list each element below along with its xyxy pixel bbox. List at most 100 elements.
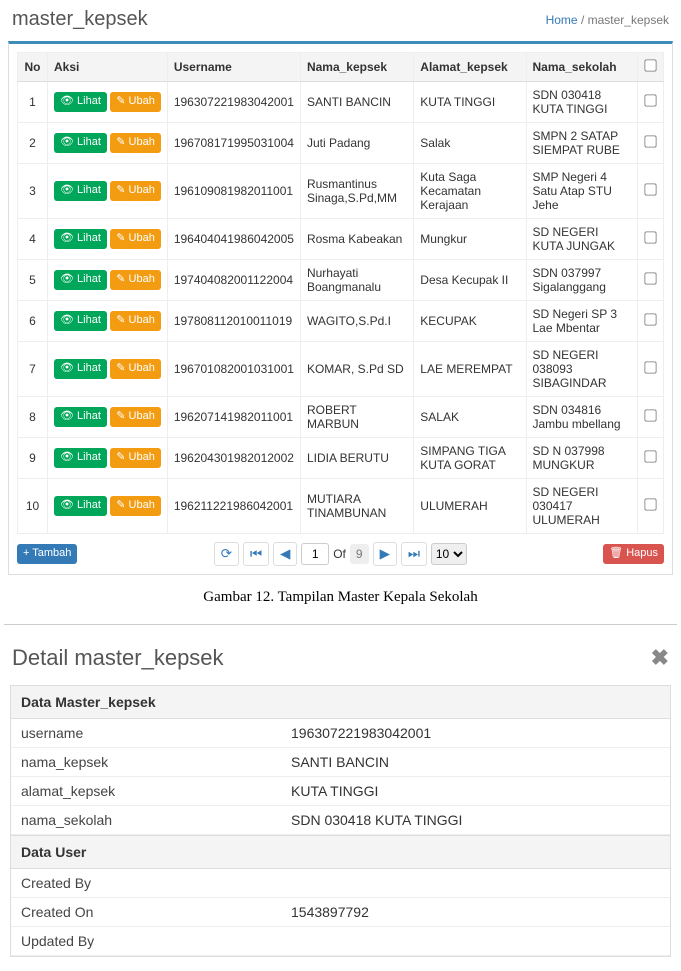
page-number-input[interactable] [301, 543, 329, 565]
cell-no: 5 [18, 260, 48, 301]
select-all-checkbox[interactable] [644, 59, 656, 71]
plus-icon: + [23, 547, 32, 559]
next-page-button[interactable]: ▶ [373, 542, 397, 566]
col-nama-kepsek[interactable]: Nama_kepsek [300, 53, 413, 82]
refresh-button[interactable]: ⟳ [214, 542, 239, 566]
detail-row-created-by: Created By [11, 869, 670, 898]
pencil-icon: ✎ [116, 232, 128, 244]
ubah-button[interactable]: ✎ Ubah [110, 133, 161, 152]
ubah-button[interactable]: ✎ Ubah [110, 270, 161, 289]
lihat-button[interactable]: 👁 Lihat [54, 448, 107, 467]
cell-aksi: 👁 Lihat ✎ Ubah [48, 301, 168, 342]
lihat-button[interactable]: 👁 Lihat [54, 270, 107, 289]
ubah-button[interactable]: ✎ Ubah [110, 92, 161, 111]
lihat-button[interactable]: 👁 Lihat [54, 229, 107, 248]
page-of-label: Of [333, 547, 346, 561]
cell-no: 9 [18, 438, 48, 479]
cell-nama-sekolah: SMPN 2 SATAP SIEMPAT RUBE [526, 123, 638, 164]
row-checkbox[interactable] [644, 361, 656, 373]
pencil-icon: ✎ [116, 314, 128, 326]
data-panel: No Aksi Username Nama_kepsek Alamat_keps… [8, 41, 673, 575]
prev-page-button[interactable]: ◀ [273, 542, 297, 566]
cell-aksi: 👁 Lihat ✎ Ubah [48, 397, 168, 438]
first-page-button[interactable]: ⏮ [243, 542, 269, 566]
lihat-button[interactable]: 👁 Lihat [54, 92, 107, 111]
cell-nama-kepsek: Juti Padang [300, 123, 413, 164]
cell-username: 196404041986042005 [167, 219, 300, 260]
ubah-button[interactable]: ✎ Ubah [110, 311, 161, 330]
row-checkbox[interactable] [644, 94, 656, 106]
cell-checkbox [638, 301, 664, 342]
detail-row-created-on: Created On 1543897792 [11, 898, 670, 927]
cell-aksi: 👁 Lihat ✎ Ubah [48, 342, 168, 397]
ubah-button[interactable]: ✎ Ubah [110, 407, 161, 426]
ubah-button[interactable]: ✎ Ubah [110, 359, 161, 378]
cell-no: 1 [18, 82, 48, 123]
col-alamat-kepsek[interactable]: Alamat_kepsek [414, 53, 526, 82]
detail-row-nama-kepsek: nama_kepsek SANTI BANCIN [11, 748, 670, 777]
col-aksi[interactable]: Aksi [48, 53, 168, 82]
ubah-button[interactable]: ✎ Ubah [110, 448, 161, 467]
lihat-button[interactable]: 👁 Lihat [54, 359, 107, 378]
cell-nama-kepsek: LIDIA BERUTU [300, 438, 413, 479]
cell-nama-sekolah: SD N 037998 MUNGKUR [526, 438, 638, 479]
detail-val: SANTI BANCIN [291, 754, 660, 770]
close-icon[interactable]: ✖ [651, 645, 669, 671]
cell-checkbox [638, 479, 664, 534]
hapus-button[interactable]: 🗑 Hapus [603, 544, 664, 563]
pager: ⟳ ⏮ ◀ Of 9 ▶ ⏭ 10 [214, 542, 467, 566]
cell-aksi: 👁 Lihat ✎ Ubah [48, 479, 168, 534]
detail-val [291, 875, 660, 891]
cell-nama-sekolah: SDN 030418 KUTA TINGGI [526, 82, 638, 123]
cell-checkbox [638, 397, 664, 438]
col-nama-sekolah[interactable]: Nama_sekolah [526, 53, 638, 82]
last-page-button[interactable]: ⏭ [401, 542, 427, 566]
cell-alamat-kepsek: Desa Kecupak II [414, 260, 526, 301]
detail-val: SDN 030418 KUTA TINGGI [291, 812, 660, 828]
cell-alamat-kepsek: ULUMERAH [414, 479, 526, 534]
lihat-button[interactable]: 👁 Lihat [54, 311, 107, 330]
cell-alamat-kepsek: SIMPANG TIGA KUTA GORAT [414, 438, 526, 479]
pencil-icon: ✎ [116, 273, 128, 285]
ubah-button[interactable]: ✎ Ubah [110, 496, 161, 515]
detail-section: Detail master_kepsek ✖ Data Master_kepse… [0, 625, 681, 971]
detail-val [291, 933, 660, 949]
cell-checkbox [638, 82, 664, 123]
cell-nama-sekolah: SDN 037997 Sigalanggang [526, 260, 638, 301]
cell-no: 7 [18, 342, 48, 397]
breadcrumb-home-link[interactable]: Home [546, 13, 578, 27]
lihat-button[interactable]: 👁 Lihat [54, 133, 107, 152]
row-checkbox[interactable] [644, 231, 656, 243]
row-checkbox[interactable] [644, 409, 656, 421]
cell-no: 4 [18, 219, 48, 260]
lihat-button[interactable]: 👁 Lihat [54, 496, 107, 515]
col-username[interactable]: Username [167, 53, 300, 82]
row-checkbox[interactable] [644, 272, 656, 284]
cell-alamat-kepsek: SALAK [414, 397, 526, 438]
ubah-button[interactable]: ✎ Ubah [110, 229, 161, 248]
cell-checkbox [638, 164, 664, 219]
row-checkbox[interactable] [644, 498, 656, 510]
lihat-button[interactable]: 👁 Lihat [54, 181, 107, 200]
row-checkbox[interactable] [644, 313, 656, 325]
lihat-button[interactable]: 👁 Lihat [54, 407, 107, 426]
cell-aksi: 👁 Lihat ✎ Ubah [48, 123, 168, 164]
detail-key: username [21, 725, 291, 741]
ubah-button[interactable]: ✎ Ubah [110, 181, 161, 200]
eye-icon: 👁 [60, 273, 77, 285]
table-row: 6👁 Lihat ✎ Ubah197808112010011019WAGITO,… [18, 301, 664, 342]
cell-username: 196701082001031001 [167, 342, 300, 397]
cell-alamat-kepsek: KUTA TINGGI [414, 82, 526, 123]
breadcrumb: Home / master_kepsek [546, 13, 669, 27]
col-no[interactable]: No [18, 53, 48, 82]
page-size-select[interactable]: 10 [431, 543, 467, 565]
detail-key: nama_sekolah [21, 812, 291, 828]
row-checkbox[interactable] [644, 450, 656, 462]
detail-row-alamat-kepsek: alamat_kepsek KUTA TINGGI [11, 777, 670, 806]
row-checkbox[interactable] [644, 135, 656, 147]
data-table: No Aksi Username Nama_kepsek Alamat_keps… [17, 52, 664, 534]
cell-username: 196211221986042001 [167, 479, 300, 534]
row-checkbox[interactable] [644, 183, 656, 195]
refresh-icon: ⟳ [221, 546, 232, 561]
tambah-button[interactable]: + Tambah [17, 544, 77, 563]
